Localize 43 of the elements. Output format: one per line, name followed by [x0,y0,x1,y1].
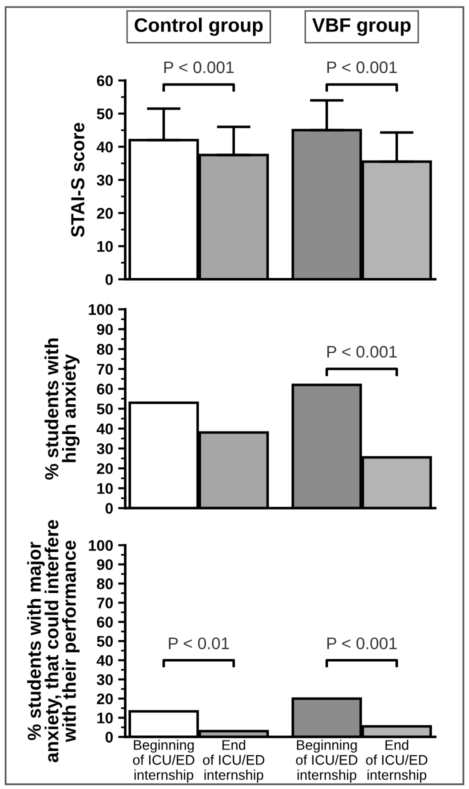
y-tick-label: 30 [96,674,113,686]
text: P < 0.001 [327,61,397,74]
y-tick-label: 20 [96,693,113,704]
y-tick-label: 80 [96,578,113,590]
y-tick-label: 10 [97,241,113,252]
y-tick-label: 90 [96,324,113,335]
y-tick-label: 40 [96,655,113,666]
annotation: P < 0.01 [168,637,230,650]
x-tick-label: End of ICU/ED internship [366,740,428,783]
text: VBF group [312,18,411,36]
text: Control group [134,18,263,36]
y-tick-label: 80 [96,344,113,355]
y-tick-label: 10 [97,483,113,494]
y-axis-title: % students with high anxiety [44,338,80,480]
y-tick-label: 60 [96,616,113,628]
y-tick-label: 60 [96,384,113,395]
y-tick-label: 50 [96,108,113,120]
y-tick-label: 20 [96,208,113,219]
y-tick-label: 100 [88,540,113,551]
y-tick-label: 90 [96,559,113,570]
y-tick-label: 0 [106,502,113,514]
x-tick-label: End of ICU/ED internship [203,740,264,783]
y-tick-label: 50 [96,636,113,647]
y-tick-label: 30 [96,443,113,454]
y-tick-label: 50 [96,404,113,414]
y-tick-label: 100 [88,304,113,315]
x-tick-label: Beginning of ICU/ED internship [296,740,358,783]
y-axis-title: % students with major anxiety, that could interfere with their performance [27,520,80,762]
y-tick-label: 60 [96,75,113,86]
y-tick-label: 10 [97,712,113,724]
y-tick-label: 30 [96,174,113,186]
y-tick-label: 0 [106,732,113,743]
y-tick-label: 70 [97,364,113,375]
y-tick-label: 20 [96,463,113,474]
y-tick-label: 70 [97,598,113,608]
text: P < 0.001 [164,61,234,74]
x-tick-label: Beginning of ICU/ED internship [133,740,194,783]
annotation: P < 0.001 [327,637,397,650]
y-tick-label: 40 [96,423,113,434]
annotation: P < 0.001 [327,346,397,358]
y-tick-label: 0 [106,274,113,285]
y-tick-label: 40 [96,142,113,152]
y-axis-title: STAI-S score [71,122,84,238]
